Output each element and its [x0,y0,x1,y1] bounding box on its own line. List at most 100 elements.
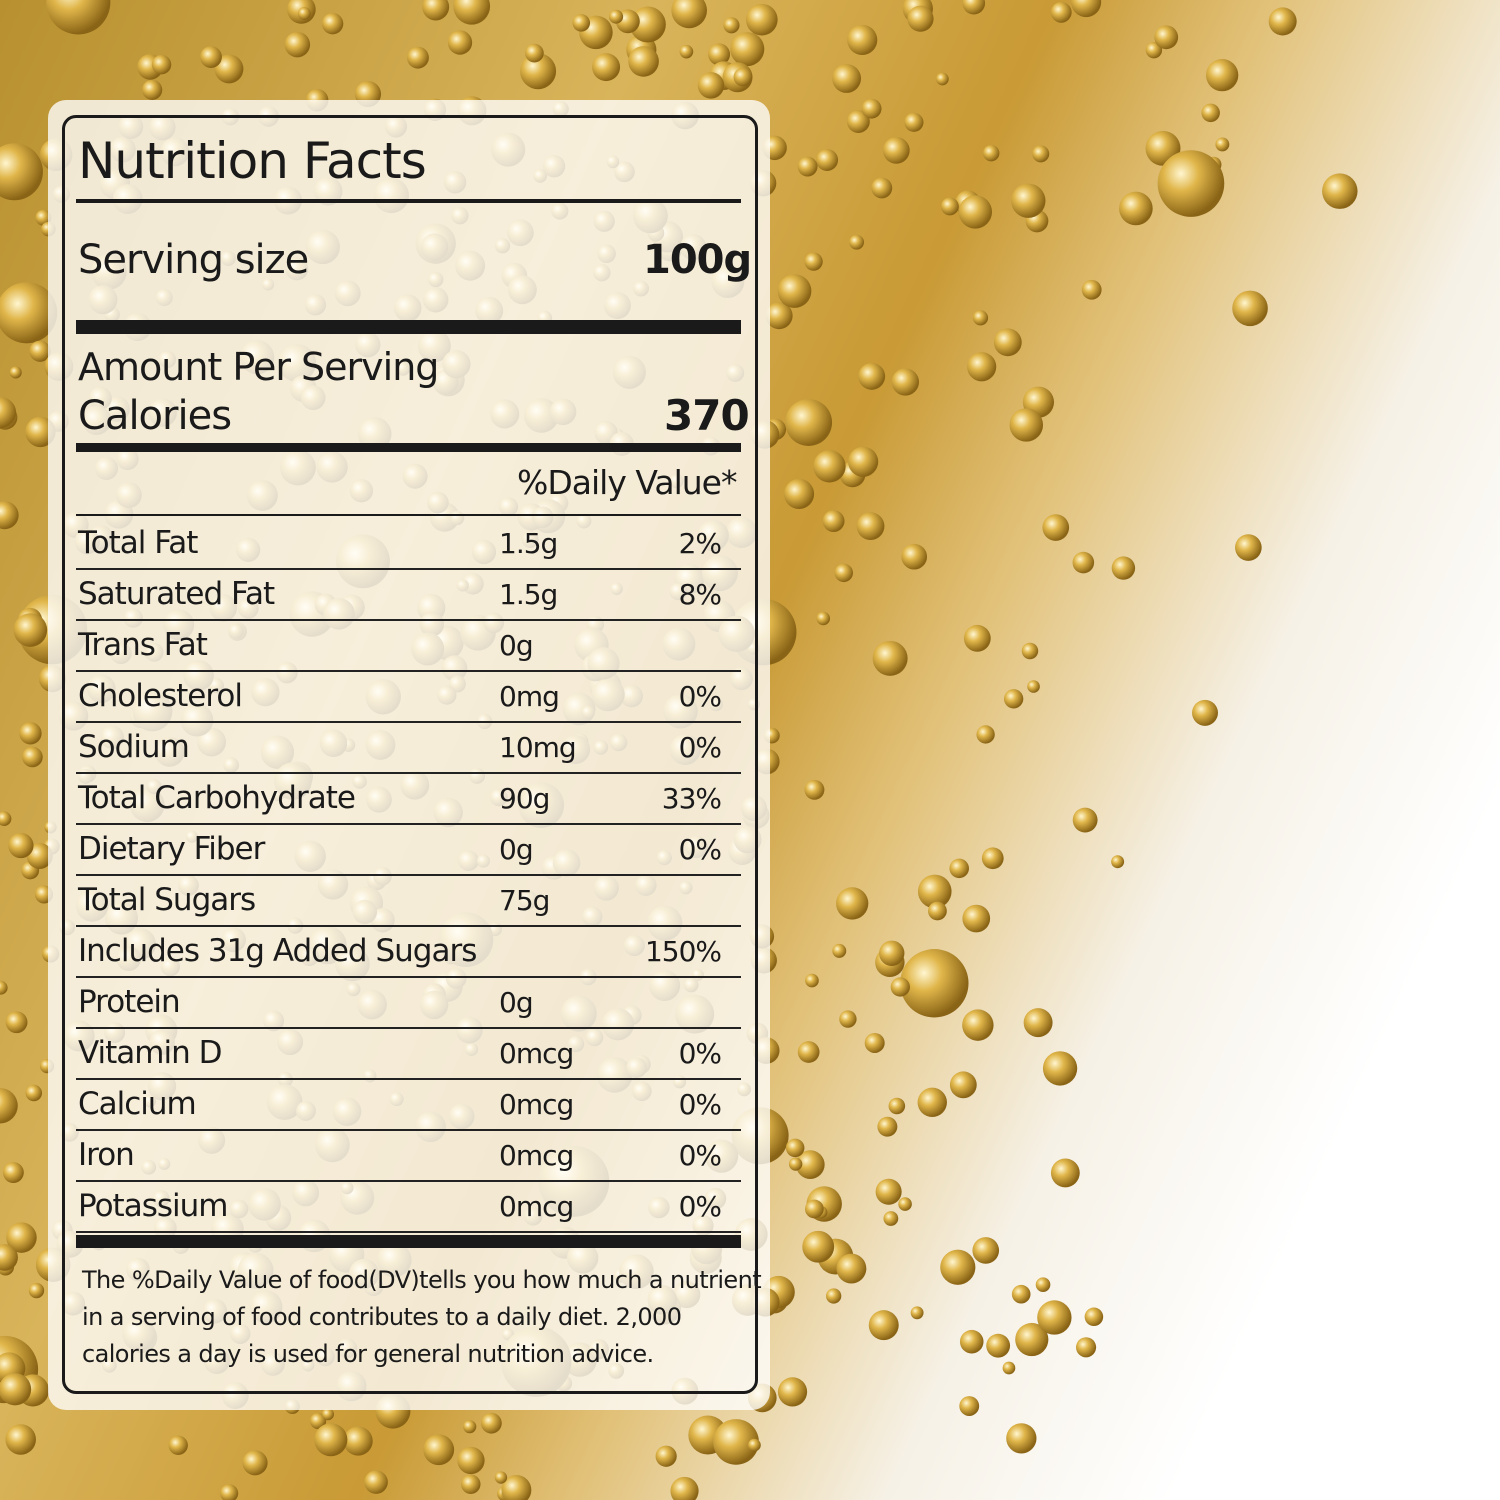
gold-bead [0,397,17,429]
nutrient-amount: 1.5g [499,527,558,560]
gold-bead [364,1470,388,1494]
nutrient-name: Iron [78,1137,135,1173]
calories-value: 370 [664,391,750,440]
nutrient-amount: 0mcg [499,1190,574,1223]
gold-bead [834,563,854,583]
nutrient-daily-value: 0% [678,1088,722,1121]
gold-bead [494,1471,508,1484]
nutrient-row: Total Fat 1.5g 2% [76,517,741,570]
gold-bead [1035,1277,1051,1292]
nutrient-row: Calcium 0mcg 0% [76,1078,741,1131]
nutrient-name: Trans Fat [78,627,208,663]
gold-bead [1215,137,1230,152]
nutrient-amount: 0g [499,833,534,866]
gold-bead [708,43,731,66]
gold-bead [22,746,43,768]
gold-bead [940,197,959,216]
nutrient-daily-value: 0% [678,1139,722,1172]
gold-bead [848,446,879,477]
gold-bead [628,46,659,77]
gold-bead [1071,0,1102,18]
nutrient-row: Sodium 10mg 0% [76,721,741,774]
gold-bead [730,32,765,67]
thick-divider [76,320,741,334]
gold-bead [151,54,172,75]
nutrient-amount: 75g [499,884,550,917]
gold-bead [28,1282,45,1299]
gold-bead [447,30,473,55]
gold-bead [879,940,905,966]
nutrient-name: Potassium [78,1188,228,1224]
gold-bead [1157,150,1225,217]
gold-bead [407,46,429,69]
gold-bead [321,12,344,35]
nutrient-amount: 0mcg [499,1088,574,1121]
gold-bead [314,1423,348,1457]
gold-bead [900,949,969,1018]
gold-bead [1075,1337,1097,1358]
nutrient-row: Potassium 0mcg 0% [76,1180,741,1233]
gold-bead [1111,855,1125,869]
gold-bead [0,1244,18,1271]
calories-label: Calories [78,393,232,439]
gold-bead [972,310,989,326]
gold-bead [839,1010,857,1028]
gold-bead [959,1396,980,1416]
nutrient-row: Cholesterol 0mg 0% [76,670,741,723]
nutrient-amount: 90g [499,782,550,815]
nutrient-amount: 1.5g [499,578,558,611]
gold-bead [936,72,949,86]
gold-bead [993,328,1022,357]
gold-bead [877,1116,898,1137]
gold-bead [1268,7,1297,36]
gold-bead [1050,1,1072,23]
gold-bead [572,14,591,32]
gold-bead [13,613,48,647]
gold-bead [898,1197,912,1211]
gold-bead [309,1412,327,1430]
gold-bead [0,143,43,201]
nutrient-daily-value: 2% [678,527,722,560]
gold-bead [461,1474,481,1494]
gold-bead [949,858,969,879]
nutrient-row: Saturated Fat 1.5g 8% [76,568,741,621]
nutrient-amount: 0g [499,629,534,662]
gold-bead [609,9,624,24]
nutrient-name: Total Carbohydrate [78,780,356,816]
gold-bead [1042,514,1070,541]
gold-bead [343,1426,373,1456]
gold-bead [795,1150,825,1179]
amount-per-serving: Amount Per Serving [78,345,439,389]
gold-bead [463,1420,477,1434]
gold-bead [1027,680,1040,693]
gold-bead [832,64,862,93]
gold-bead [910,1306,924,1320]
nutrient-daily-value: 33% [661,782,722,815]
serving-size-label: Serving size [78,237,309,283]
gold-bead [1235,534,1262,561]
gold-bead [805,973,819,988]
gold-bead [822,510,845,533]
gold-bead [168,1435,188,1455]
nutrient-daily-value: 0% [678,833,722,866]
gold-bead [784,478,815,510]
gold-bead [832,943,847,958]
gold-bead [733,67,753,87]
gold-bead [1042,1051,1078,1086]
gold-bead [0,282,58,344]
gold-bead [1002,1361,1016,1375]
nutrient-amount: 0mg [499,680,560,713]
gold-bead [972,1237,1000,1264]
gold-bead [35,209,52,226]
gold-bead [200,46,222,68]
gold-bead [1322,173,1358,209]
gold-bead [981,847,1004,870]
gold-bead [0,501,19,530]
gold-bead [976,725,995,744]
nutrient-daily-value: 150% [644,935,722,968]
gold-bead [6,1222,37,1253]
gold-bead [888,1097,906,1115]
nutrition-panel [48,100,770,1410]
gold-bead [1119,191,1153,226]
gold-bead [1009,408,1044,442]
